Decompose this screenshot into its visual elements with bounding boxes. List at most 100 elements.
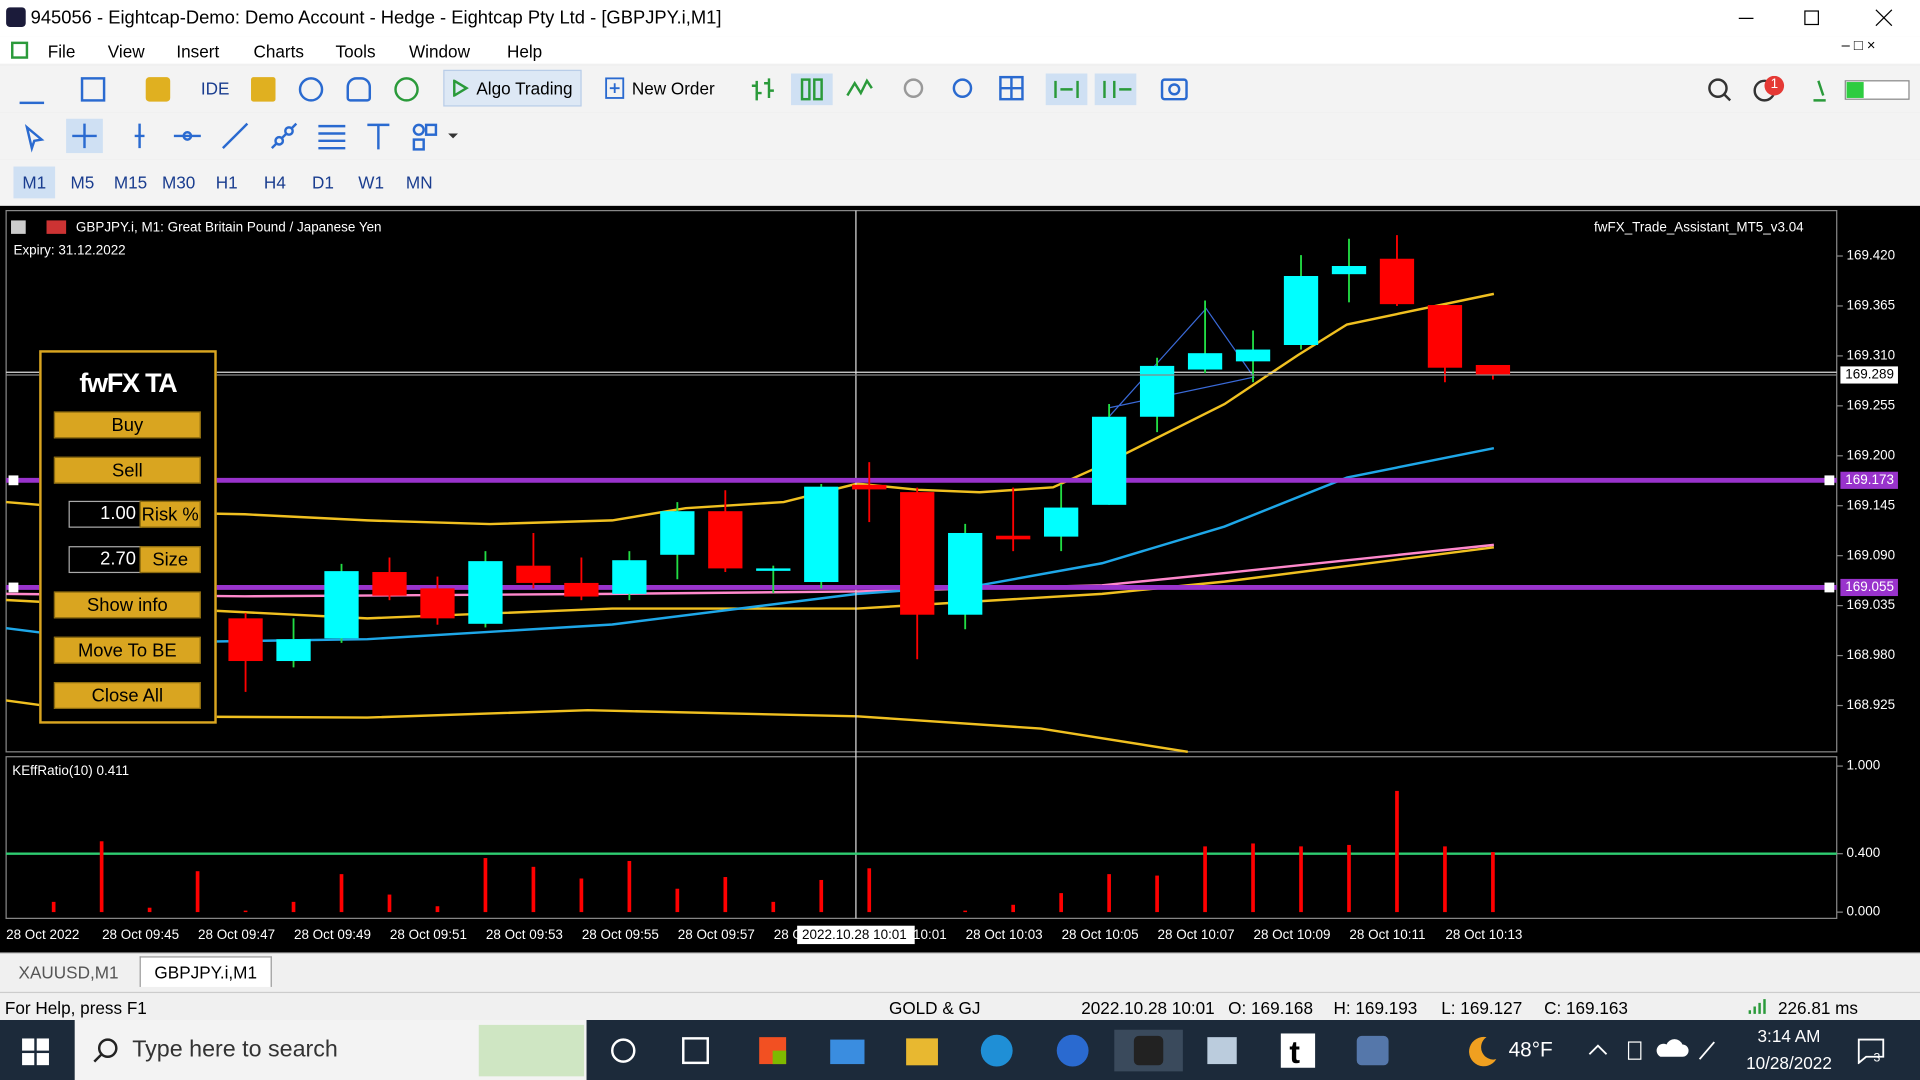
symbol-info: GBPJPY.i, M1: Great Britain Pound / Japa… <box>76 219 382 234</box>
y-tick-label: 1.000 <box>1847 758 1881 773</box>
timeframe-button[interactable]: M30 <box>161 172 196 193</box>
drawing-tools[interactable] <box>12 118 465 155</box>
timeframe-button[interactable]: D1 <box>312 172 334 193</box>
chart-icon <box>11 220 26 234</box>
candle-body <box>852 484 887 490</box>
chart-tab[interactable]: XAUUSD,M1 <box>18 962 119 983</box>
tray-icons[interactable] <box>1587 1037 1722 1064</box>
x-tick-label: 28 Oct 10:07 <box>1158 927 1235 942</box>
right-tools[interactable] <box>1706 75 1914 105</box>
indicator-bar <box>195 871 200 913</box>
chart-tabs: XAUUSD,M1 GBPJPY.i,M1 <box>0 952 1920 989</box>
buy-button[interactable]: Buy <box>53 411 201 439</box>
price-box <box>1840 366 1898 384</box>
y-tick-label: 169.090 <box>1847 547 1896 562</box>
x-tick-label: 28 Oct 2022 <box>6 927 79 942</box>
drawing-toolbar <box>0 112 1920 161</box>
tool-icon[interactable] <box>80 77 106 102</box>
candle-body <box>660 511 695 555</box>
indicator-bar <box>243 910 248 913</box>
timeframe-button[interactable]: MN <box>405 172 433 193</box>
size-input[interactable]: 2.70 <box>68 546 143 574</box>
timeframe-button[interactable]: M1 <box>13 166 56 199</box>
menu-bar: File View Insert Charts Tools Window Hel… <box>0 36 1920 64</box>
menu-item[interactable]: File <box>47 41 76 62</box>
weather-icon <box>1469 1036 1497 1067</box>
candle-body <box>420 588 455 619</box>
tool-icon[interactable] <box>19 77 45 105</box>
risk-input[interactable]: 1.00 <box>68 500 143 528</box>
search-icon <box>93 1038 118 1063</box>
tool-icon[interactable] <box>298 77 324 102</box>
menu-item[interactable]: View <box>107 41 145 62</box>
level-handle <box>8 475 19 486</box>
candle-body <box>1044 507 1079 537</box>
timeframe-button[interactable]: M15 <box>113 172 148 193</box>
indicator-bar <box>99 841 104 913</box>
mdi-controls[interactable]: – □ × <box>1841 36 1876 54</box>
level-label: 169.173 <box>1845 472 1894 487</box>
main-toolbar: IDE Algo Trading New Order 1 <box>0 66 1920 114</box>
timeframe-button[interactable]: W1 <box>358 172 384 193</box>
candle-body <box>1427 305 1463 368</box>
status-time: 2022.10.28 10:01 <box>1081 997 1215 1018</box>
x-tick-label: 28 Oct 09:51 <box>390 927 467 942</box>
taskbar-apps[interactable]: t <box>600 1029 1408 1072</box>
new-order-button[interactable]: New Order <box>598 70 723 107</box>
sell-button[interactable]: Sell <box>53 456 201 484</box>
indicator-bar <box>387 894 392 913</box>
menu-icon <box>11 41 29 59</box>
candle-body <box>612 560 647 594</box>
window-title: 945056 - Eightcap-Demo: Demo Account - H… <box>30 7 722 29</box>
indicator-label: KEffRatio(10) 0.411 <box>12 763 129 778</box>
level-box <box>1840 471 1898 489</box>
menu-item[interactable]: Insert <box>176 41 220 62</box>
clock-time: 3:14 AM <box>1757 1026 1821 1046</box>
candle-body <box>1091 416 1127 505</box>
new-order-label: New Order <box>631 78 715 98</box>
candle-body <box>1139 365 1175 417</box>
window-controls[interactable] <box>1727 6 1911 30</box>
chart-tools[interactable] <box>749 73 1202 106</box>
status-low: L: 169.127 <box>1441 997 1523 1018</box>
indicator-bar <box>483 858 488 913</box>
size-label: Size <box>139 546 201 574</box>
timeframe-button[interactable]: M5 <box>70 172 95 193</box>
timeframe-button[interactable]: H4 <box>263 172 286 193</box>
chart-tab-active[interactable]: GBPJPY.i,M1 <box>139 956 272 987</box>
menu-item[interactable]: Help <box>506 41 543 62</box>
x-tick-label: 28 Oct 09:47 <box>198 927 275 942</box>
menu-item[interactable]: Tools <box>335 41 376 62</box>
indicator-bar <box>819 879 824 913</box>
indicator-bar <box>147 907 152 913</box>
y-tick-label: 169.255 <box>1847 397 1896 412</box>
show-info-button[interactable]: Show info <box>53 591 201 619</box>
close-all-button[interactable]: Close All <box>53 682 201 709</box>
tool-icon[interactable] <box>251 77 276 102</box>
indicator-bar <box>1155 875 1159 913</box>
status-help: For Help, press F1 <box>4 997 147 1018</box>
y-tick-label: 169.365 <box>1847 298 1896 313</box>
svg-text:t: t <box>1289 1034 1300 1070</box>
price-label: 169.289 <box>1845 367 1894 382</box>
search-box[interactable]: Type here to search <box>74 1020 587 1080</box>
ide-button[interactable]: IDE <box>200 78 230 98</box>
timeframe-button[interactable]: H1 <box>215 172 238 193</box>
tool-icon[interactable] <box>145 77 171 102</box>
search-placeholder: Type here to search <box>132 1037 338 1063</box>
notification-icon[interactable] <box>1856 1037 1888 1065</box>
indicator-bar <box>1011 904 1016 913</box>
tool-icon[interactable] <box>346 77 372 102</box>
candle-body <box>1475 364 1511 375</box>
algo-trading-button[interactable]: Algo Trading <box>443 69 582 107</box>
x-tick-label: 28 Oct 10:05 <box>1062 927 1139 942</box>
start-button[interactable] <box>22 1038 49 1066</box>
tool-icon[interactable] <box>394 77 419 102</box>
trade-panel: fwFX TA Buy Sell 1.00 Risk % 2.70 Size S… <box>39 350 217 724</box>
menu-item[interactable]: Window <box>408 41 470 62</box>
move-to-be-button[interactable]: Move To BE <box>53 636 201 664</box>
menu-item[interactable]: Charts <box>253 41 304 62</box>
status-profile: GOLD & GJ <box>888 997 981 1018</box>
status-high: H: 169.193 <box>1333 997 1418 1018</box>
indicator-bar <box>1203 846 1207 913</box>
